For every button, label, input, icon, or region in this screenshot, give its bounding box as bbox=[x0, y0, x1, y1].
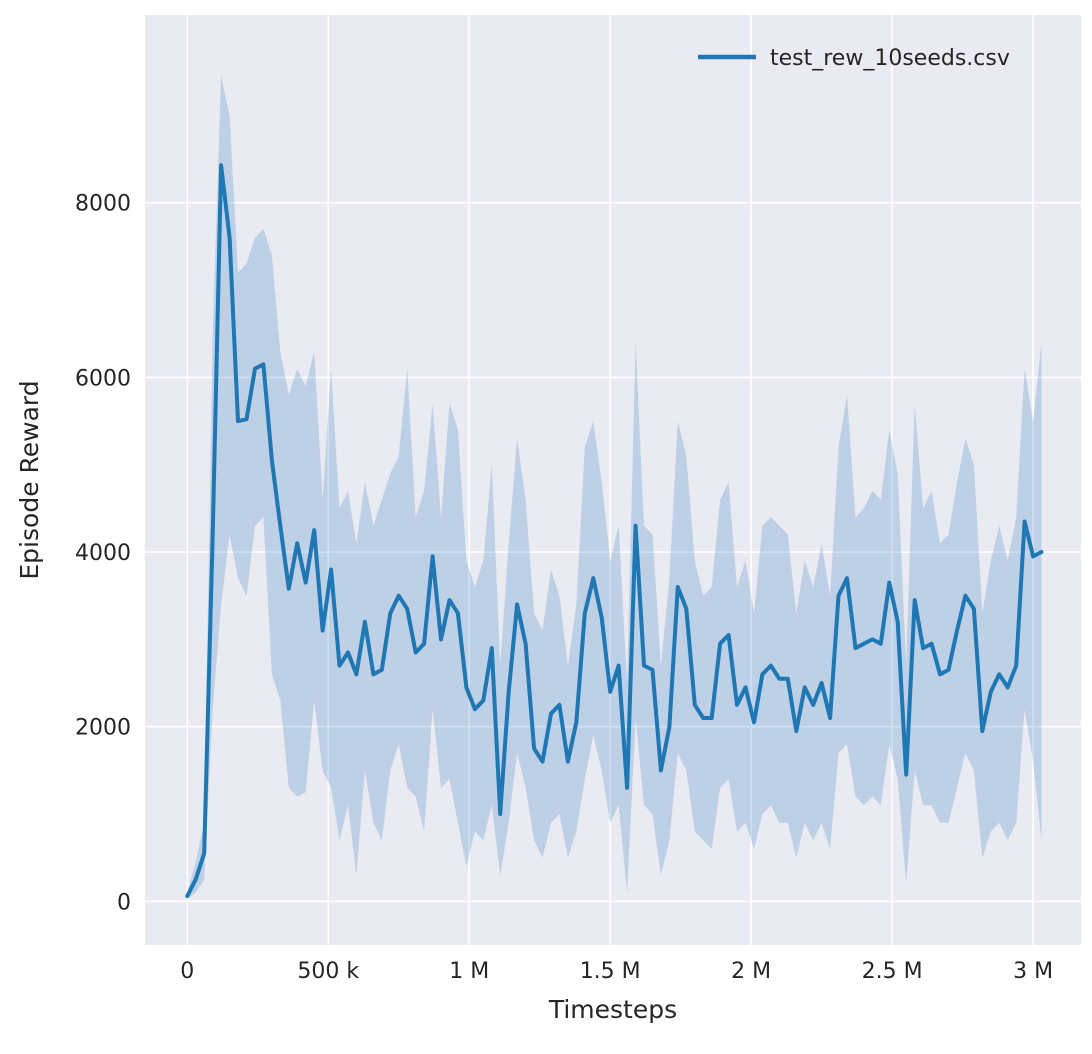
y-tick-label: 4000 bbox=[75, 541, 131, 566]
x-tick-label: 1.5 M bbox=[580, 959, 641, 984]
x-tick-label: 500 k bbox=[297, 959, 359, 984]
mean-line bbox=[185, 163, 1044, 899]
y-tick-label: 6000 bbox=[75, 366, 131, 391]
gridlines bbox=[145, 15, 1081, 945]
plot-area bbox=[145, 15, 1081, 945]
legend: test_rew_10seeds.csv bbox=[698, 46, 1010, 71]
x-tick-labels: 0 500 k 1 M 1.5 M 2 M 2.5 M 3 M bbox=[180, 959, 1053, 984]
y-axis-label: Episode Reward bbox=[15, 380, 44, 579]
x-axis-label: Timesteps bbox=[548, 995, 677, 1024]
x-tick-label: 1 M bbox=[449, 959, 489, 984]
y-tick-labels: 0 2000 4000 6000 8000 bbox=[75, 192, 131, 916]
x-tick-label: 2 M bbox=[731, 959, 771, 984]
y-tick-label: 0 bbox=[117, 890, 131, 915]
x-tick-label: 2.5 M bbox=[862, 959, 923, 984]
legend-label: test_rew_10seeds.csv bbox=[770, 46, 1010, 71]
y-tick-label: 2000 bbox=[75, 716, 131, 741]
x-tick-label: 3 M bbox=[1013, 959, 1053, 984]
x-tick-label: 0 bbox=[180, 959, 194, 984]
y-tick-label: 8000 bbox=[75, 192, 131, 217]
confidence-band bbox=[187, 76, 1042, 899]
